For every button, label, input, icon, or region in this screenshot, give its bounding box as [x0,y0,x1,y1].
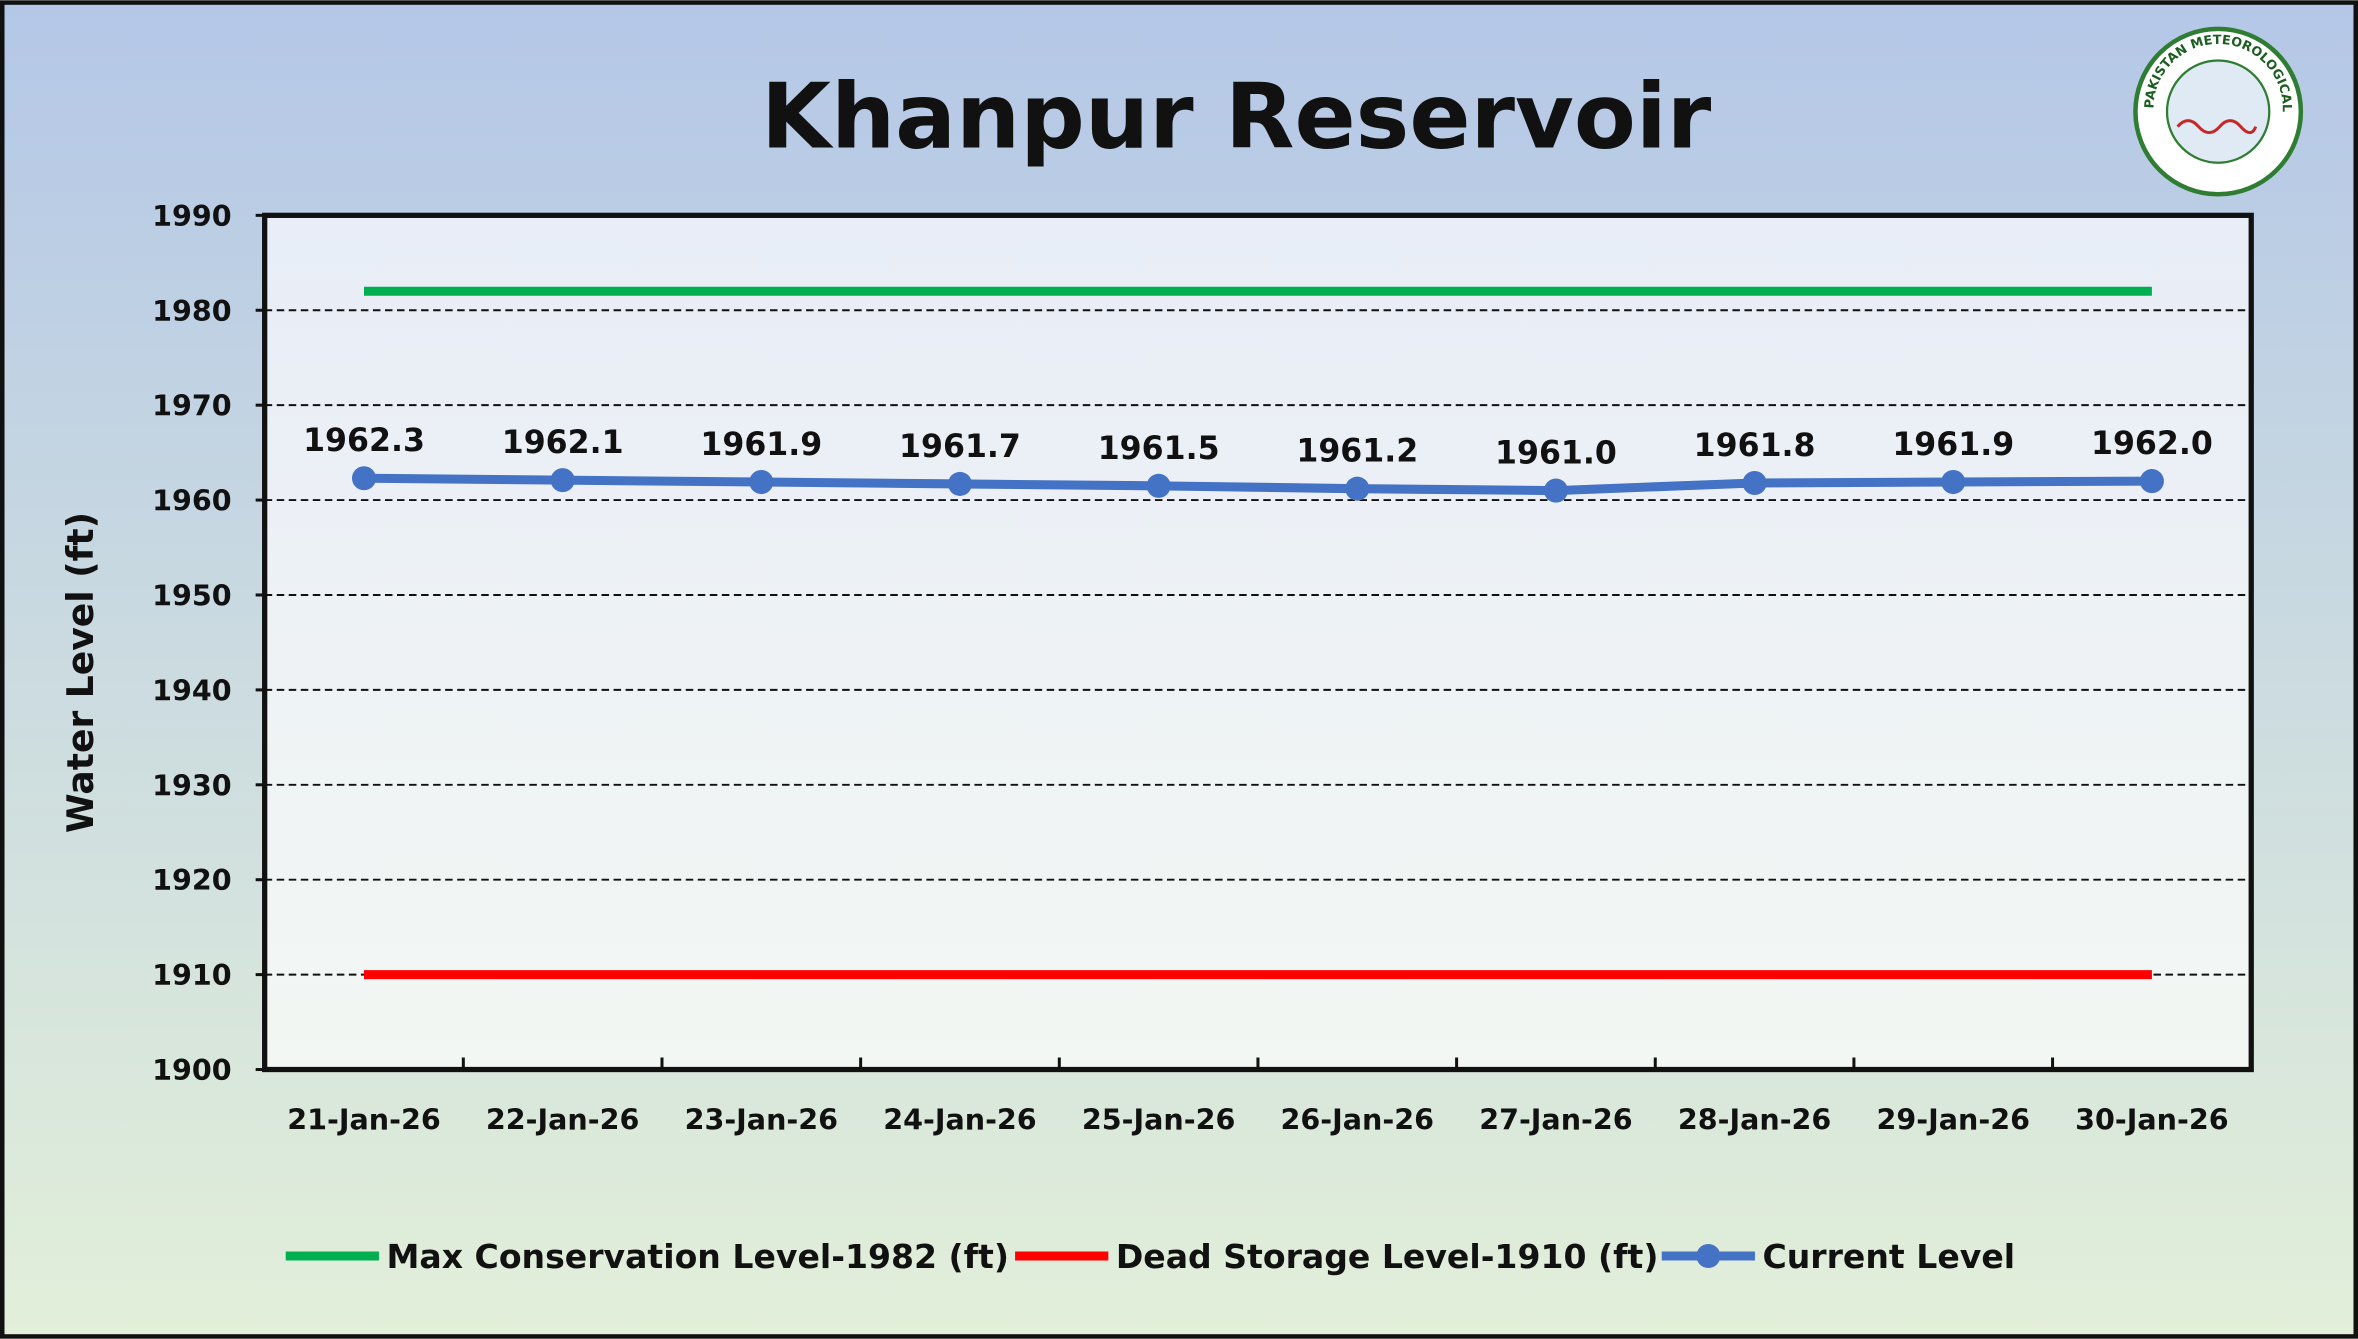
x-tick-label: 24-Jan-26 [883,1103,1036,1137]
y-tick-label: 1920 [152,863,232,897]
logo-wave [2176,119,2258,135]
legend-marker [1696,1243,1721,1269]
y-tick-label: 1910 [152,958,232,992]
marker [1941,470,1966,495]
x-tick-label: 28-Jan-26 [1678,1103,1831,1137]
plot-area [264,215,2252,1070]
data-label: 1961.0 [1495,436,1617,472]
x-tick-label: 29-Jan-26 [1877,1103,2030,1137]
plot-border [262,212,2254,1073]
data-label: 1961.2 [1296,434,1418,470]
x-tick-label: 26-Jan-26 [1281,1103,1434,1137]
y-axis-label: Water Level (ft) [60,512,102,833]
marker [1543,478,1568,503]
y-tick-label: 1980 [152,294,232,328]
x-tick-label: 22-Jan-26 [486,1103,639,1137]
data-label: 1962.0 [2091,426,2213,462]
legend-label: Dead Storage Level-1910 (ft) [1116,1237,1659,1276]
marker [2139,469,2164,494]
series-line [363,473,2152,496]
data-label: 1961.5 [1098,431,1220,467]
x-tick-label: 23-Jan-26 [685,1103,838,1137]
data-label: 1961.8 [1694,428,1816,464]
data-label: 1962.1 [502,425,624,461]
x-tick-label: 21-Jan-26 [287,1103,440,1137]
marker [550,468,575,493]
data-label: 1962.3 [303,423,425,459]
marker [1345,476,1370,501]
y-tick-label: 1900 [152,1053,232,1087]
chart-title: Khanpur Reservoir [761,65,1712,170]
y-tick-label: 1960 [152,484,232,518]
y-tick-label: 1990 [152,199,232,233]
y-tick-label: 1930 [152,768,232,802]
legend-label: Current Level [1762,1237,2015,1276]
marker [749,470,774,495]
marker [947,471,972,496]
logo-inner [2165,59,2271,164]
data-label: 1961.9 [1892,427,2014,463]
x-tick-label: 27-Jan-26 [1479,1103,1632,1137]
y-tick-label: 1940 [152,673,232,707]
marker [1742,470,1767,496]
legend-label: Max Conservation Level-1982 (ft) [386,1237,1009,1276]
data-label: 1961.7 [899,429,1021,465]
marker [351,466,377,491]
x-tick-label: 30-Jan-26 [2075,1103,2228,1137]
data-label: 1961.9 [700,427,822,463]
x-tick-label: 25-Jan-26 [1082,1103,1235,1137]
marker [1146,473,1171,498]
y-tick-label: 1970 [152,389,232,423]
y-tick-label: 1950 [152,579,232,613]
